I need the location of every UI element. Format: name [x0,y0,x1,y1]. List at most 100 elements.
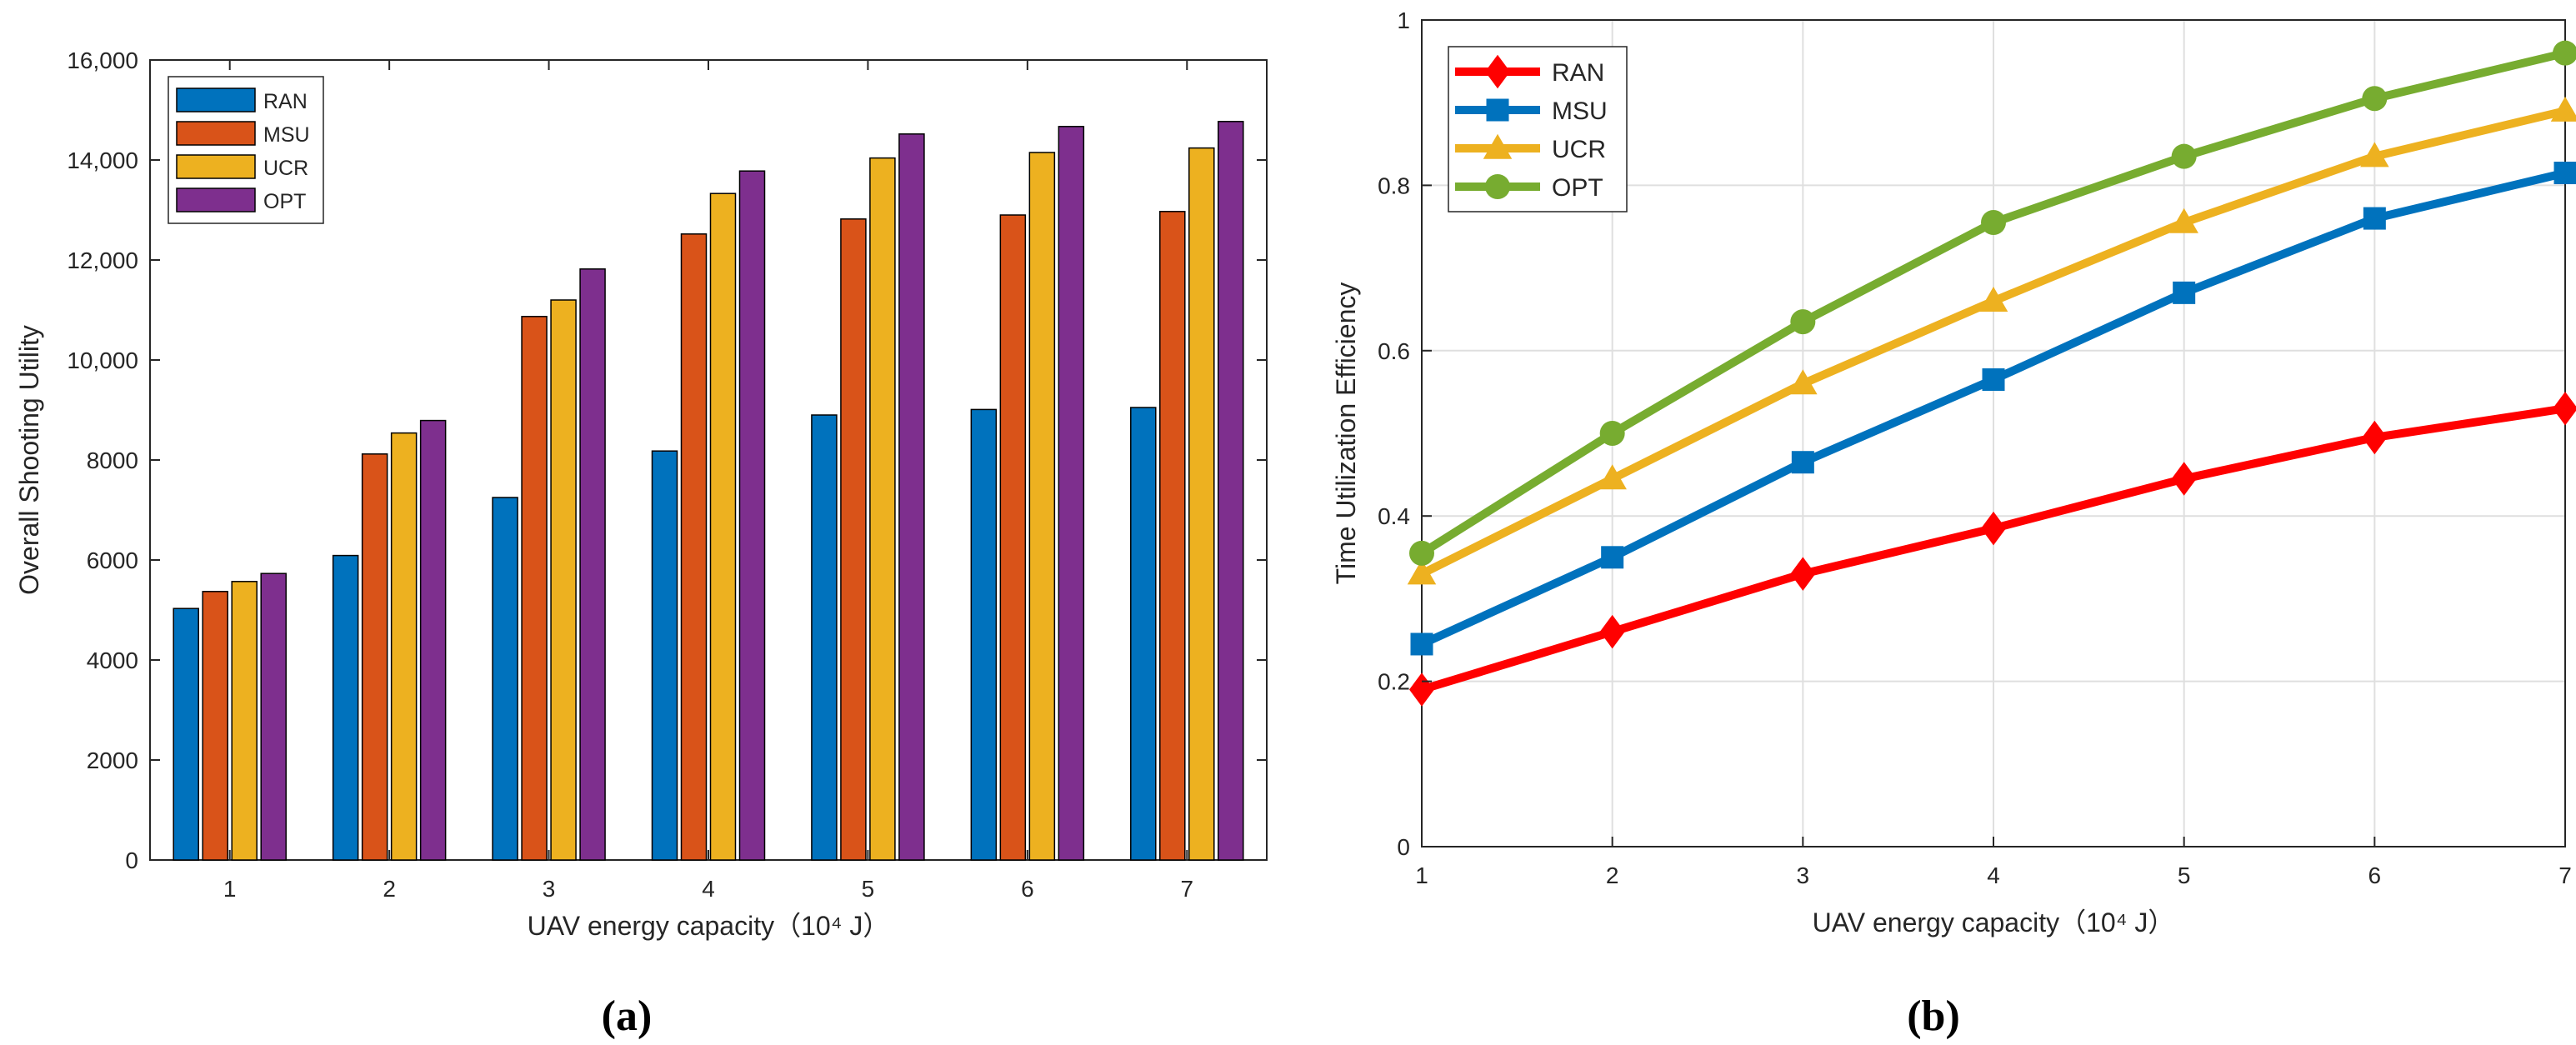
bar-ran [492,497,518,861]
series-opt [1409,40,2576,566]
data-point-ran [2553,391,2576,426]
legend-label: RAN [1552,59,1604,87]
data-point-ucr [1598,464,1627,490]
data-point-opt [2171,143,2197,169]
x-tick-label: 2 [1606,862,1619,888]
bar-opt [1058,126,1085,861]
legend-label: UCR [1552,136,1606,163]
bar-ran [1130,407,1157,861]
bar-opt [419,419,447,861]
bar-msu [999,214,1027,861]
data-point-ran [1981,511,2006,546]
data-point-msu [2173,281,2196,304]
bar-chart-panel: 0 2000 4000 6000 8000 10,000 12,000 14,000 16,00… [14,48,1268,1040]
y-tick-label: 4000 [87,648,138,673]
bar-ran [173,608,199,861]
x-tick-label: 1 [223,876,237,902]
legend-swatch-opt [176,188,256,212]
bar-msu [521,316,548,861]
bar-ran [651,450,678,861]
bar-ucr [1028,152,1056,861]
line-chart-panel: 0 0.2 0.4 0.6 0.8 1 1 2 3 4 5 6 7 Time Utilization … [1331,8,2576,1040]
legend-label: UCR [263,157,308,180]
data-point-msu [1791,451,1814,474]
bar-ran [970,408,998,861]
data-point-msu [1982,368,2005,392]
legend-label: MSU [263,123,310,147]
x-tick-label: 6 [1021,876,1034,902]
legend-swatch-ucr [176,154,256,179]
x-tick-label: 7 [2558,862,2572,888]
bar-msu [1159,211,1186,861]
bar-opt [738,170,766,861]
legend-label: OPT [263,190,306,213]
data-point-ran [2362,420,2388,455]
legend: RAN MSU UCR OPT [1448,46,1628,212]
data-point-ran [1409,672,1434,707]
y-tick-label: 0.6 [1378,338,1410,364]
y-tick-label: 2000 [87,748,138,773]
bar-ucr [709,192,737,861]
y-tick-label: 6000 [87,548,138,573]
x-axis-label: UAV energy capacity（10⁴ J） [1813,908,2175,938]
data-point-opt [1409,540,1434,566]
bar-ucr [231,581,258,861]
x-tick-label: 7 [1180,876,1193,902]
data-point-ucr [2360,142,2389,168]
legend-marker-ran [1485,54,1510,89]
data-point-opt [2553,40,2576,66]
x-tick-label: 5 [862,876,875,902]
y-tick-label: 0 [125,848,138,873]
bar-opt [260,572,287,861]
bar-msu [680,233,708,861]
bar-opt [579,268,606,861]
x-tick-label: 4 [702,876,715,902]
y-tick-label: 16,000 [67,48,138,73]
legend-label: RAN [263,90,308,113]
y-tick-label: 0.2 [1378,669,1410,695]
data-point-opt [1981,210,2006,236]
bar-msu [840,218,867,861]
x-tick-label: 2 [383,876,396,902]
legend-marker-opt [1485,174,1510,199]
x-axis-label: UAV energy capacity（10⁴ J） [528,911,890,941]
data-point-ucr [2169,208,2198,233]
legend-swatch-msu [176,121,256,146]
x-tick-label: 6 [2368,862,2382,888]
y-axis-label: Time Utilization Efficiency [1331,282,1361,585]
data-point-msu [1601,546,1624,569]
y-tick-label: 10,000 [67,348,138,373]
bar-ucr [1188,147,1215,861]
legend-marker-ucr [1483,133,1513,159]
legend-label: OPT [1552,174,1603,202]
data-point-ucr [2550,96,2576,122]
x-tick-label: 4 [1987,862,2000,888]
data-point-ran [1790,557,1816,591]
y-tick-label: 1 [1397,8,1410,33]
bar-msu [202,591,228,861]
bar-ucr [390,432,418,861]
series-ucr [1407,96,2576,585]
y-tick-label: 0.8 [1378,172,1410,198]
data-point-opt [2362,86,2388,112]
y-tick-label: 12,000 [67,248,138,273]
bar-ucr [550,299,577,861]
series-ran [1409,391,2576,707]
legend-label: MSU [1552,98,1608,125]
bar-ran [332,554,359,861]
y-tick-label: 14,000 [67,148,138,173]
y-tick-label: 8000 [87,448,138,473]
bar-opt [898,133,925,861]
bar-ucr [869,157,896,861]
data-point-msu [1410,632,1433,656]
y-tick-label: 0 [1397,834,1410,860]
bar-opt [1218,121,1244,861]
data-point-msu [2553,162,2576,185]
data-point-ran [2171,462,2197,496]
x-tick-label: 1 [1415,862,1428,888]
x-tick-label: 5 [2178,862,2191,888]
data-point-ucr [1788,369,1818,395]
data-point-opt [1599,421,1625,446]
x-tick-label: 3 [543,876,556,902]
panel-caption: (b) [1907,992,1960,1040]
